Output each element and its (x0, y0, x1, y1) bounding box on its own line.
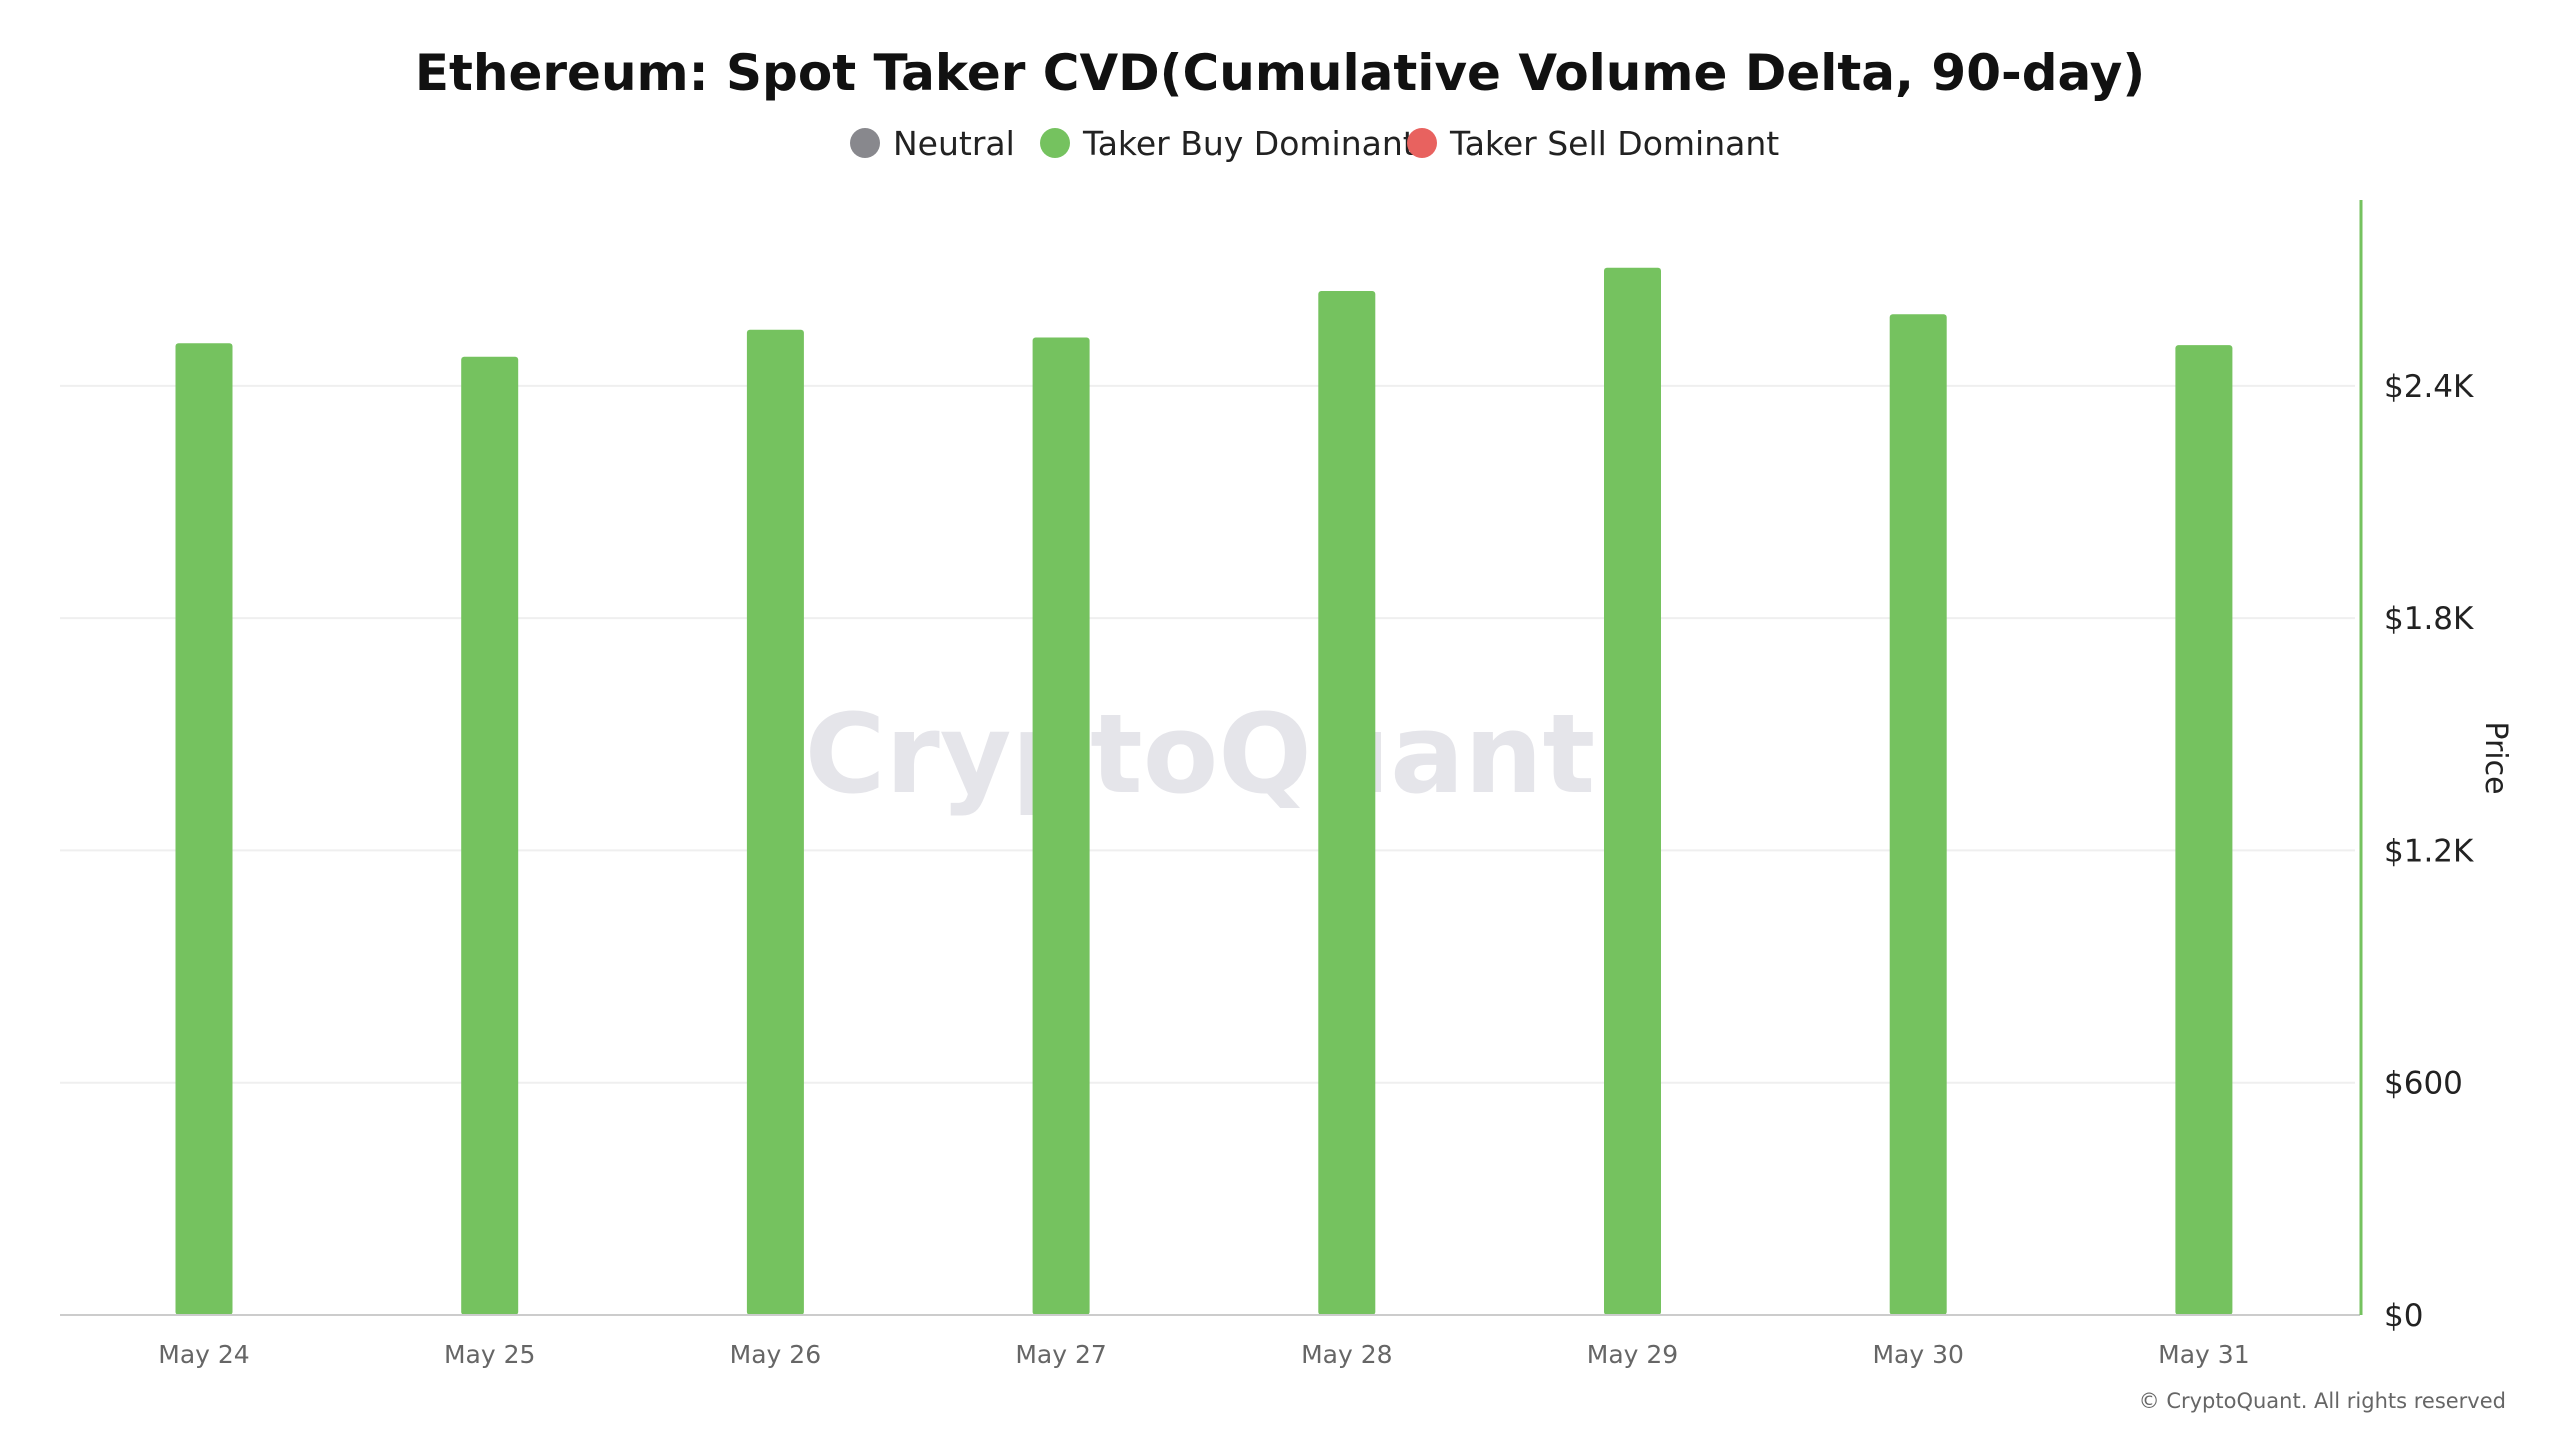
chart-title: Ethereum: Spot Taker CVD(Cumulative Volu… (415, 44, 2145, 102)
bar[interactable] (1032, 337, 1090, 1316)
bar[interactable] (1889, 314, 1947, 1315)
legend-marker-icon (1040, 128, 1070, 158)
bar[interactable] (1604, 267, 1661, 1316)
watermark: CryptoQuant (805, 690, 1596, 818)
bar[interactable] (1318, 290, 1376, 1315)
bars (175, 267, 2233, 1316)
copyright-notice: © CryptoQuant. All rights reserved (2139, 1389, 2506, 1413)
legend-item[interactable]: Taker Buy Dominant (1040, 124, 1416, 163)
x-tick-label: May 28 (1301, 1340, 1392, 1369)
legend-item[interactable]: Neutral (850, 124, 1015, 163)
x-tick-label: May 25 (444, 1340, 535, 1369)
y-tick-label: $2.4K (2384, 369, 2474, 405)
x-axis-ticks: May 24 May 25 May 26 May 27 May 28 May 29 May … (158, 1340, 2249, 1369)
legend-label: Taker Buy Dominant (1082, 124, 1416, 163)
legend-label: Neutral (893, 124, 1015, 163)
x-tick-label: May 24 (158, 1340, 249, 1369)
legend-marker-icon (850, 128, 880, 158)
x-tick-label: May 27 (1015, 1340, 1106, 1369)
x-tick-label: May 29 (1587, 1340, 1678, 1369)
legend-marker-icon (1407, 128, 1437, 158)
y-axis-ticks: $0 $600 $1.2K $1.8K $2.4K (2384, 369, 2474, 1334)
bar[interactable] (2175, 345, 2233, 1316)
y-tick-label: $0 (2384, 1298, 2423, 1334)
x-tick-label: May 26 (730, 1340, 821, 1369)
y-tick-label: $600 (2384, 1066, 2463, 1102)
bar[interactable] (461, 356, 519, 1315)
legend-label: Taker Sell Dominant (1449, 124, 1779, 163)
bar[interactable] (746, 329, 804, 1315)
legend: Neutral Taker Buy Dominant Taker Sell Domi… (850, 124, 1779, 163)
bar[interactable] (175, 343, 233, 1315)
x-tick-label: May 31 (2158, 1340, 2249, 1369)
y-axis-title: Price (2478, 721, 2513, 794)
legend-item[interactable]: Taker Sell Dominant (1407, 124, 1779, 163)
gridlines (60, 384, 2355, 1084)
y-tick-label: $1.2K (2384, 833, 2474, 869)
x-tick-label: May 30 (1872, 1340, 1963, 1369)
y-tick-label: $1.8K (2384, 601, 2474, 637)
